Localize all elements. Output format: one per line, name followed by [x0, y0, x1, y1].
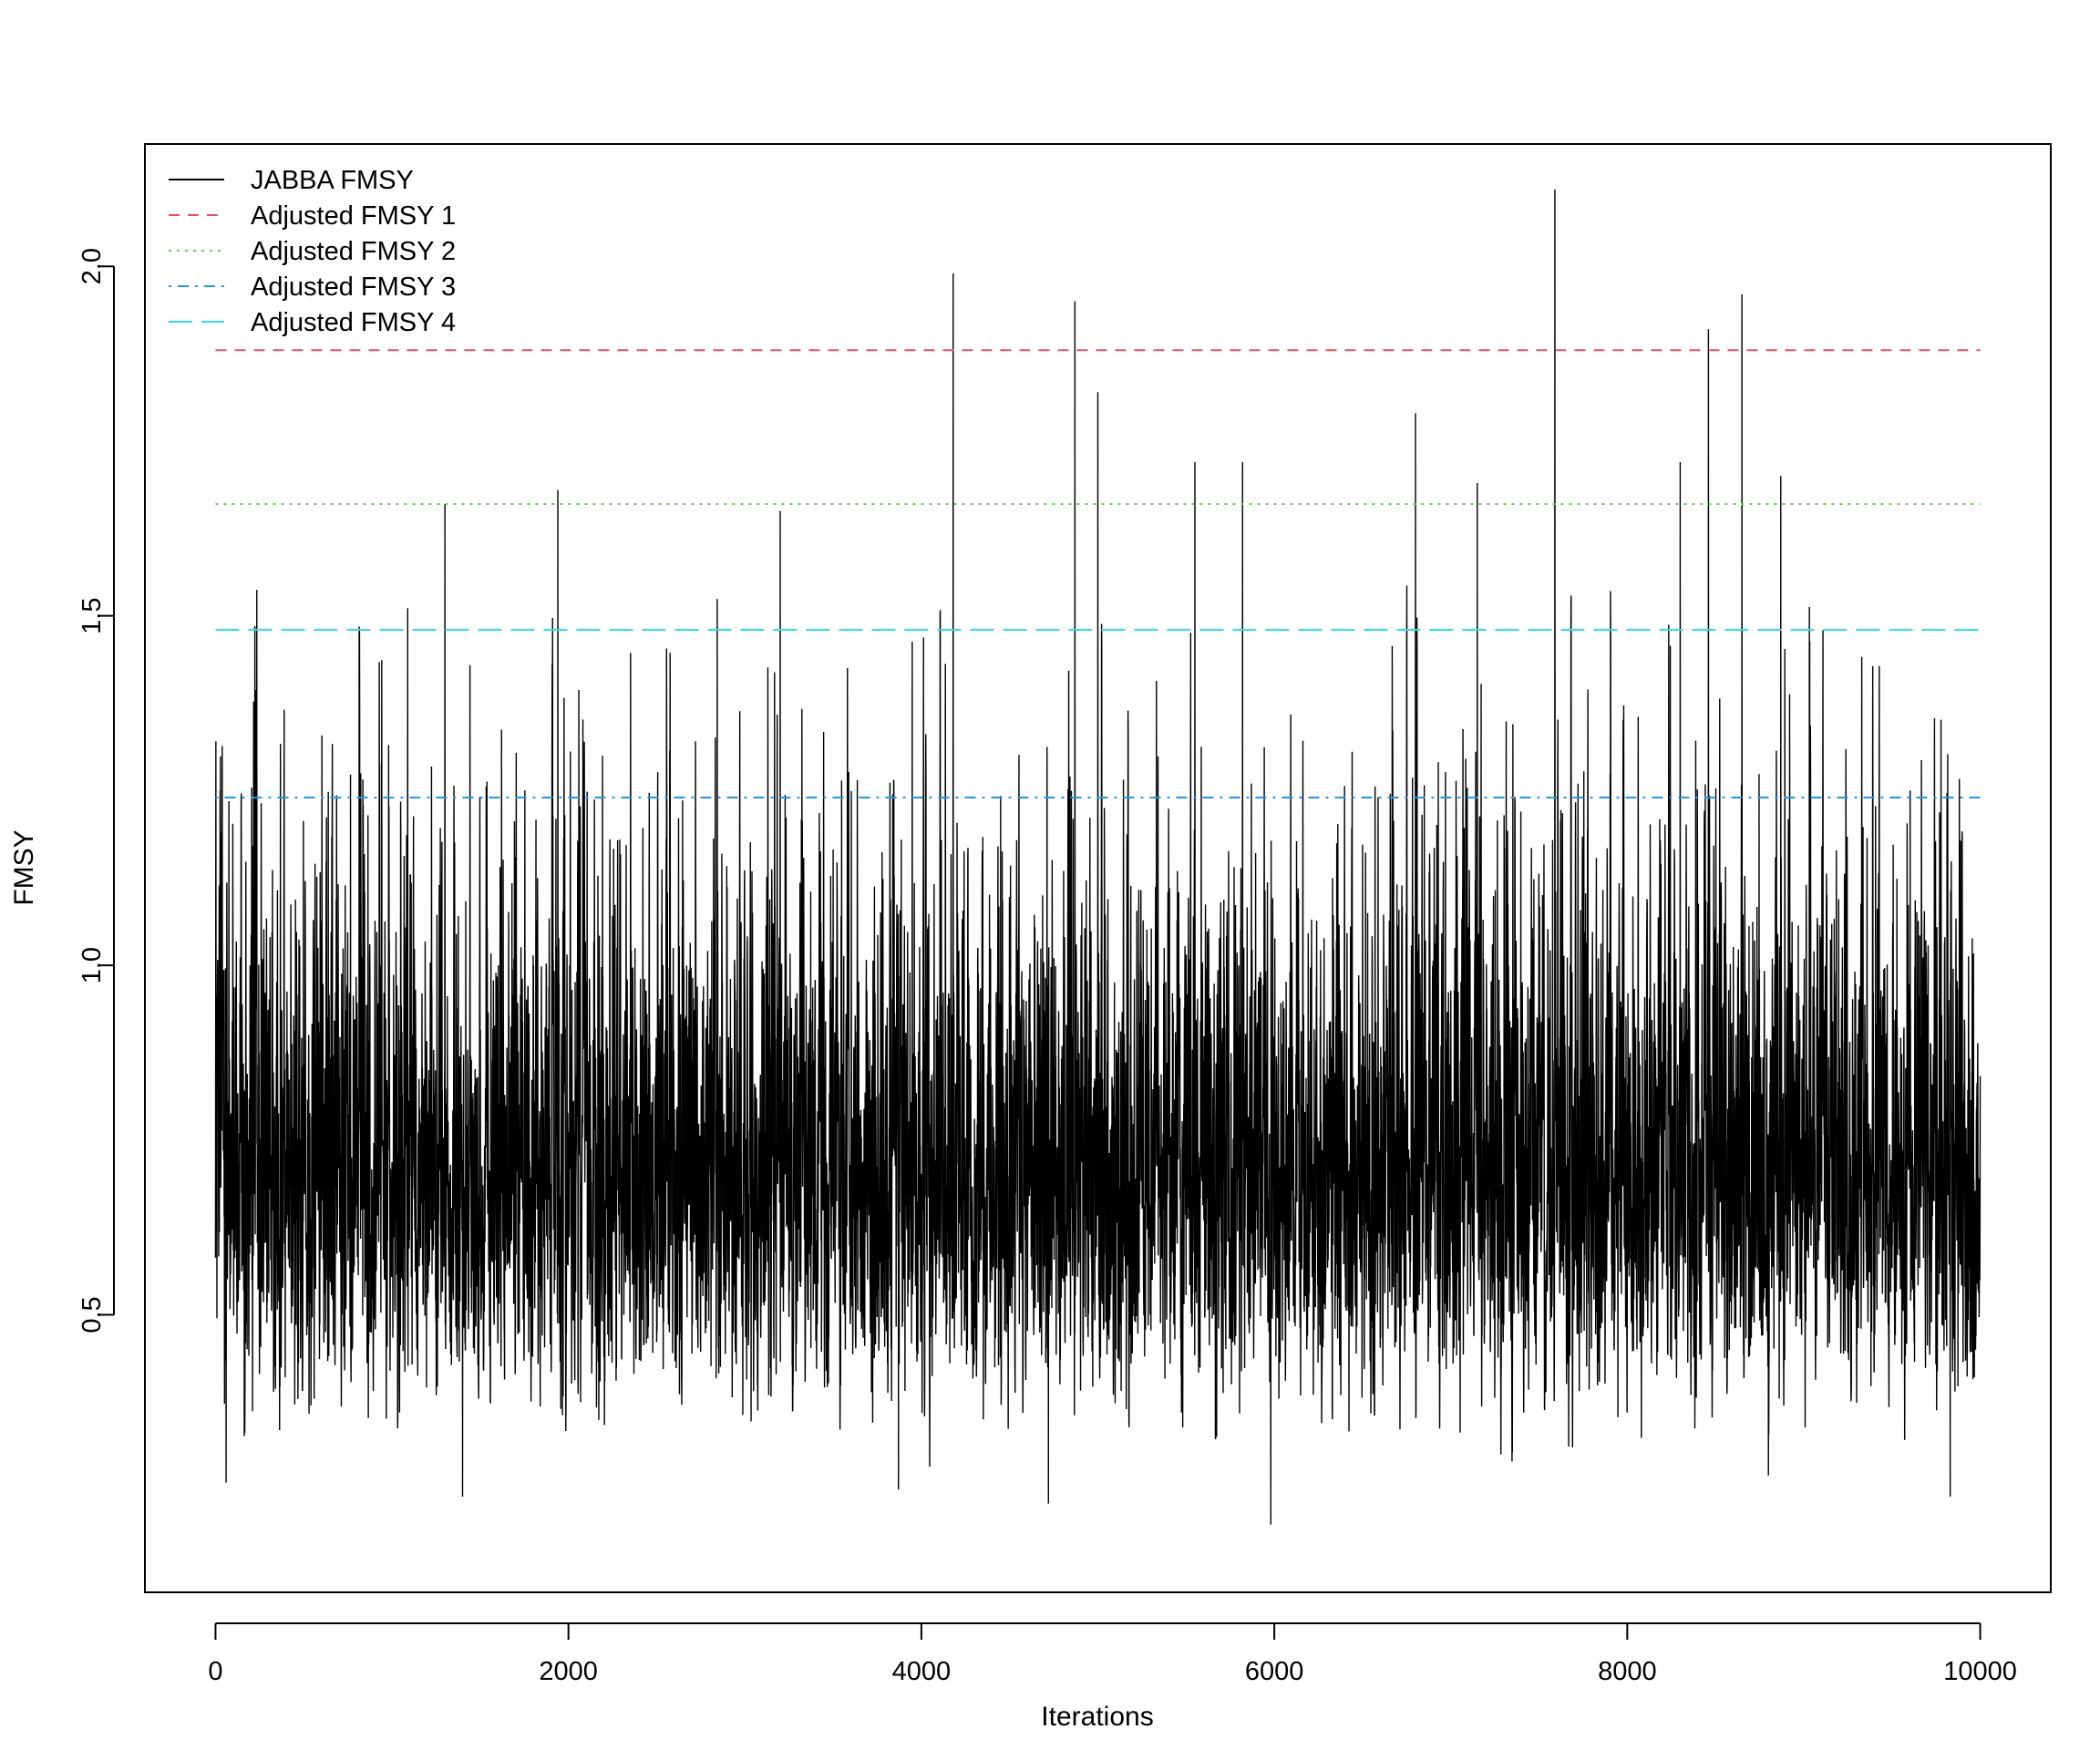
legend-label: JABBA FMSY — [251, 166, 414, 195]
x-tick-label: 4000 — [892, 1657, 952, 1686]
legend-label: Adjusted FMSY 4 — [251, 308, 456, 337]
x-axis: 0 2000 4000 6000 8000 10000 — [208, 1622, 2017, 1686]
legend-entry: Adjusted FMSY 2 — [169, 237, 456, 266]
y-tick-label: 0.5 — [77, 1296, 107, 1333]
x-tick-label: 0 — [208, 1657, 222, 1686]
legend-entry: Adjusted FMSY 3 — [169, 273, 456, 302]
series-line-jabba-fmsy — [214, 189, 1982, 1525]
x-tick-label: 2000 — [539, 1657, 598, 1686]
plot-frame — [144, 143, 2052, 1593]
y-tick-label: 1.5 — [77, 598, 107, 634]
legend-entry: Adjusted FMSY 1 — [169, 201, 456, 231]
legend-label: Adjusted FMSY 2 — [251, 237, 456, 266]
x-tick-label: 6000 — [1245, 1657, 1304, 1686]
x-tick-label: 8000 — [1598, 1657, 1657, 1686]
y-tick-label: 1.0 — [77, 947, 107, 983]
x-axis-label: Iterations — [1041, 1702, 1153, 1732]
legend-label: Adjusted FMSY 1 — [251, 201, 456, 231]
legend-entry: JABBA FMSY — [169, 166, 414, 195]
legend: JABBA FMSY Adjusted FMSY 1 Adjusted FMSY 2… — [169, 166, 456, 337]
y-tick-label: 2.0 — [77, 248, 107, 284]
legend-label: Adjusted FMSY 3 — [251, 273, 456, 302]
y-axis-label: FMSY — [9, 829, 39, 905]
x-tick-label: 10000 — [1943, 1657, 2017, 1686]
y-axis: 0.5 1.0 1.5 2.0 — [77, 248, 115, 1333]
trace-layer — [214, 189, 1982, 1525]
reference-lines — [215, 349, 1981, 799]
legend-entry: Adjusted FMSY 4 — [169, 308, 456, 337]
